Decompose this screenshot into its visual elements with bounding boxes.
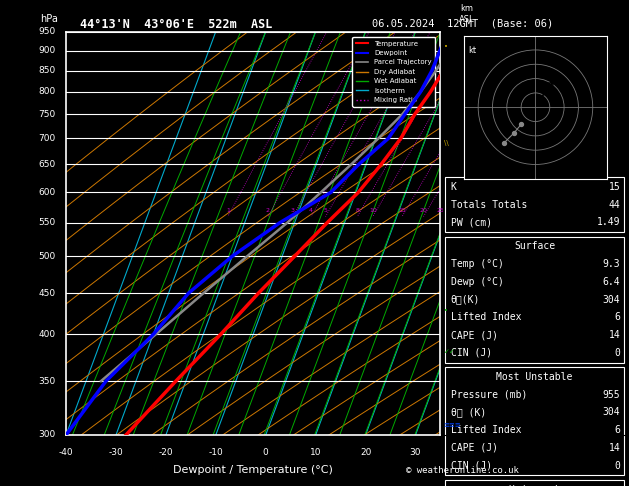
Text: -10: -10 [208, 448, 223, 457]
Text: 10: 10 [369, 208, 377, 213]
Text: 600: 600 [38, 188, 55, 197]
Text: Pressure (mb): Pressure (mb) [450, 390, 527, 399]
Text: 955: 955 [603, 390, 620, 399]
Text: Dewp (°C): Dewp (°C) [450, 277, 503, 287]
Text: hPa: hPa [40, 14, 58, 23]
Text: 3: 3 [448, 124, 454, 133]
Legend: Temperature, Dewpoint, Parcel Trajectory, Dry Adiabat, Wet Adiabat, Isotherm, Mi: Temperature, Dewpoint, Parcel Trajectory… [352, 37, 435, 107]
Text: 950: 950 [38, 27, 55, 36]
Text: 6: 6 [448, 272, 454, 281]
Text: 1.49: 1.49 [597, 217, 620, 227]
Text: 15: 15 [398, 208, 406, 213]
Text: 8: 8 [355, 208, 359, 213]
Text: K: K [450, 182, 457, 192]
Text: -40: -40 [58, 448, 74, 457]
Text: CAPE (J): CAPE (J) [450, 330, 498, 340]
Text: 1: 1 [226, 208, 230, 213]
Text: 14: 14 [609, 443, 620, 453]
Text: PW (cm): PW (cm) [450, 217, 492, 227]
Bar [445, 367, 624, 475]
Text: 700: 700 [38, 134, 55, 143]
Text: -30: -30 [109, 448, 123, 457]
Text: 2: 2 [448, 82, 454, 91]
Text: 6.4: 6.4 [603, 277, 620, 287]
Text: 304: 304 [603, 407, 620, 417]
Text: CIN (J): CIN (J) [450, 461, 492, 470]
Text: CAPE (J): CAPE (J) [450, 443, 498, 453]
Text: Totals Totals: Totals Totals [450, 200, 527, 209]
Text: 900: 900 [38, 46, 55, 55]
Text: km
ASL: km ASL [459, 4, 474, 23]
Text: •: • [443, 308, 448, 313]
Text: Most Unstable: Most Unstable [496, 372, 573, 382]
Bar [445, 177, 624, 232]
Text: Lifted Index: Lifted Index [450, 425, 521, 435]
Text: 650: 650 [38, 160, 55, 169]
Text: 0: 0 [615, 348, 620, 358]
Text: 6: 6 [615, 425, 620, 435]
Text: 44°13'N  43°06'E  522m  ASL: 44°13'N 43°06'E 522m ASL [80, 18, 272, 32]
Text: ≡≡≡: ≡≡≡ [443, 423, 461, 429]
Text: 304: 304 [603, 295, 620, 305]
Text: ✓✓: ✓✓ [443, 349, 455, 355]
Text: Mixing Ratio (g/kg): Mixing Ratio (g/kg) [511, 226, 520, 305]
Text: 3: 3 [291, 208, 295, 213]
Text: 9.3: 9.3 [603, 259, 620, 269]
Text: 450: 450 [38, 289, 55, 297]
Text: 6: 6 [615, 312, 620, 322]
Text: © weatheronline.co.uk: © weatheronline.co.uk [406, 466, 519, 475]
Text: 0: 0 [615, 461, 620, 470]
Text: Dewpoint / Temperature (°C): Dewpoint / Temperature (°C) [174, 465, 333, 475]
Text: \\: \\ [443, 140, 448, 146]
Text: 20: 20 [420, 208, 428, 213]
Text: 750: 750 [38, 110, 55, 119]
Text: 5: 5 [324, 208, 328, 213]
Text: 400: 400 [38, 330, 55, 339]
Text: 4: 4 [448, 169, 454, 177]
Text: 15: 15 [609, 182, 620, 192]
Text: Lifted Index: Lifted Index [450, 312, 521, 322]
Text: LCL: LCL [448, 38, 462, 47]
Text: -20: -20 [159, 448, 173, 457]
Text: 500: 500 [38, 252, 55, 260]
Text: 06.05.2024  12GMT  (Base: 06): 06.05.2024 12GMT (Base: 06) [372, 18, 553, 29]
Text: 0: 0 [263, 448, 269, 457]
Text: Temp (°C): Temp (°C) [450, 259, 503, 269]
Text: θᴇ (K): θᴇ (K) [450, 407, 486, 417]
Text: 350: 350 [38, 377, 55, 385]
Text: 850: 850 [38, 66, 55, 75]
Text: 5: 5 [448, 218, 454, 227]
Text: 1: 1 [448, 46, 454, 55]
Text: 8: 8 [448, 379, 454, 387]
Text: 10: 10 [310, 448, 321, 457]
Text: 25: 25 [437, 208, 445, 213]
Text: Surface: Surface [514, 242, 555, 251]
Text: 550: 550 [38, 218, 55, 227]
Text: 2: 2 [266, 208, 270, 213]
Text: 7: 7 [448, 328, 454, 337]
Bar [445, 237, 624, 363]
Text: 4: 4 [309, 208, 313, 213]
Text: CIN (J): CIN (J) [450, 348, 492, 358]
Text: 30: 30 [409, 448, 421, 457]
Text: 20: 20 [360, 448, 371, 457]
Text: θᴇ(K): θᴇ(K) [450, 295, 480, 305]
Text: 14: 14 [609, 330, 620, 340]
Text: 300: 300 [38, 431, 55, 439]
Text: 800: 800 [38, 87, 55, 96]
Text: Hodograph: Hodograph [508, 485, 561, 486]
Bar [445, 480, 624, 486]
Text: •: • [443, 44, 448, 50]
Text: 44: 44 [609, 200, 620, 209]
